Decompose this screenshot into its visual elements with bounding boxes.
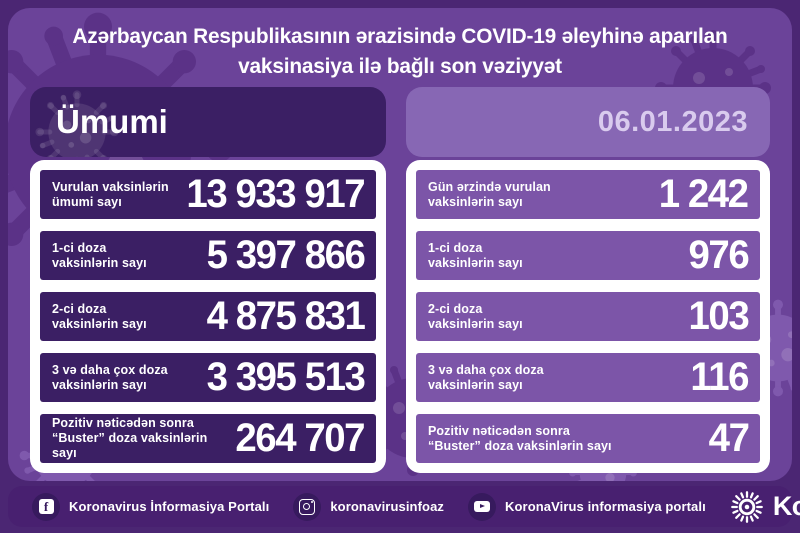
- stat-label: Vurulan vaksinlərin ümumi sayı: [52, 179, 169, 209]
- panel-total: Ümumi Vurulan vaksinlərin ümumi sayı 13 …: [30, 87, 386, 474]
- stat-row-daily-dose2: 2-ci doza vaksinlərin sayı 103: [416, 292, 760, 342]
- youtube-link[interactable]: KoronaVirus informasiya portalı: [468, 492, 706, 521]
- stat-value: 103: [688, 294, 749, 339]
- panel-total-title: Ümumi: [56, 103, 168, 141]
- logo-text: KoronaVirus: [772, 491, 800, 521]
- koronavirus-logo: KoronaVirus info: [730, 490, 800, 524]
- panel-total-header: Ümumi: [30, 87, 386, 158]
- instagram-icon: [293, 492, 322, 521]
- stat-row-daily-booster: Pozitiv nəticədən sonra “Buster” doza va…: [416, 414, 760, 464]
- panel-daily-header: 06.01.2023: [406, 87, 770, 158]
- page-title-line2: vaksinasiya ilə bağlı son vəziyyət: [238, 54, 562, 79]
- panel-daily: 06.01.2023 Gün ərzində vurulan vaksinlər…: [406, 87, 770, 474]
- report-date: 06.01.2023: [597, 105, 748, 138]
- stat-value: 13 933 917: [186, 172, 365, 217]
- stat-label: 2-ci doza vaksinlərin sayı: [52, 301, 147, 331]
- stat-row-total-all: Vurulan vaksinlərin ümumi sayı 13 933 91…: [40, 170, 376, 220]
- stat-value: 5 397 866: [206, 233, 365, 278]
- stat-value: 1 242: [659, 172, 749, 217]
- stat-value: 3 395 513: [206, 355, 365, 400]
- stat-row-total-booster: Pozitiv nəticədən sonra “Buster” doza va…: [40, 414, 376, 464]
- instagram-link[interactable]: koronavirusinfoaz: [293, 492, 444, 521]
- stat-value: 976: [688, 233, 749, 278]
- facebook-link[interactable]: f Koronavirus İnformasiya Portalı: [32, 492, 270, 521]
- infographic-canvas: Azərbaycan Respublikasının ərazisində CO…: [8, 8, 792, 481]
- panel-total-body: Vurulan vaksinlərin ümumi sayı 13 933 91…: [30, 160, 386, 474]
- stat-row-daily-dose1: 1-ci doza vaksinlərin sayı 976: [416, 231, 760, 281]
- stat-label: 1-ci doza vaksinlərin sayı: [52, 240, 147, 270]
- stat-label: Pozitiv nəticədən sonra “Buster” doza va…: [428, 423, 612, 453]
- stat-value: 264 707: [235, 416, 365, 461]
- instagram-label: koronavirusinfoaz: [330, 499, 444, 514]
- stat-row-daily-dose3plus: 3 və daha çox doza vaksinlərin sayı 116: [416, 353, 760, 403]
- virus-icon: [730, 490, 764, 524]
- facebook-icon: f: [32, 492, 60, 521]
- stat-label: 3 və daha çox doza vaksinlərin sayı: [428, 362, 544, 392]
- panel-daily-body: Gün ərzində vurulan vaksinlərin sayı 1 2…: [406, 160, 770, 474]
- stat-value: 116: [690, 355, 749, 400]
- stat-row-total-dose2: 2-ci doza vaksinlərin sayı 4 875 831: [40, 292, 376, 342]
- stat-row-total-dose3plus: 3 və daha çox doza vaksinlərin sayı 3 39…: [40, 353, 376, 403]
- footer-bar: f Koronavirus İnformasiya Portalı korona…: [8, 486, 800, 527]
- page-title: Azərbaycan Respublikasının ərazisində CO…: [20, 8, 780, 81]
- stat-row-daily-all: Gün ərzində vurulan vaksinlərin sayı 1 2…: [416, 170, 760, 220]
- youtube-label: KoronaVirus informasiya portalı: [505, 499, 706, 514]
- stat-value: 47: [708, 416, 749, 461]
- stat-value: 4 875 831: [206, 294, 365, 339]
- stat-label: 3 və daha çox doza vaksinlərin sayı: [52, 362, 168, 392]
- stat-label: 2-ci doza vaksinlərin sayı: [428, 301, 523, 331]
- stat-label: 1-ci doza vaksinlərin sayı: [428, 240, 523, 270]
- stat-label: Pozitiv nəticədən sonra “Buster” doza va…: [52, 416, 208, 461]
- page-title-line1: Azərbaycan Respublikasının ərazisində CO…: [72, 24, 728, 48]
- facebook-label: Koronavirus İnformasiya Portalı: [69, 499, 270, 514]
- youtube-icon: [468, 492, 496, 521]
- stat-label: Gün ərzində vurulan vaksinlərin sayı: [428, 179, 551, 209]
- stat-row-total-dose1: 1-ci doza vaksinlərin sayı 5 397 866: [40, 231, 376, 281]
